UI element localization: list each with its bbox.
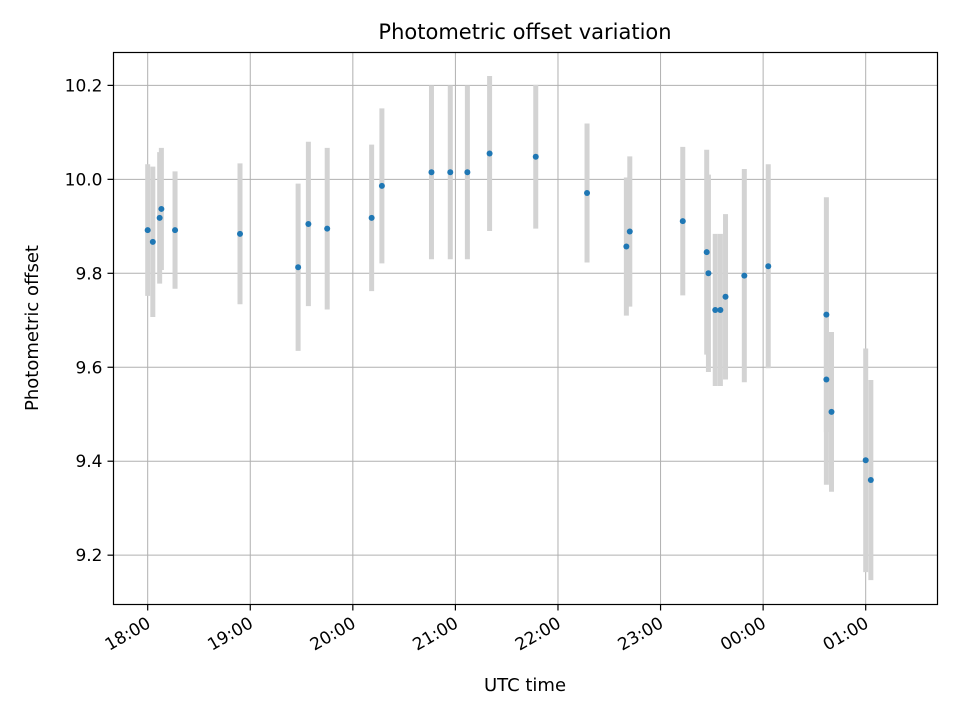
- data-point: [237, 230, 244, 237]
- y-tick-label: 9.4: [75, 452, 102, 472]
- data-point: [428, 169, 435, 176]
- data-point: [712, 306, 719, 313]
- y-tick-label: 10.0: [65, 170, 103, 190]
- data-point: [486, 150, 493, 157]
- x-axis-label: UTC time: [484, 675, 566, 696]
- x-tick-label: 22:00: [512, 614, 564, 656]
- data-point: [823, 376, 830, 383]
- x-tick-label: 01:00: [820, 614, 872, 656]
- data-point: [584, 189, 591, 196]
- data-point: [703, 249, 710, 256]
- plot-frame: [112, 51, 939, 606]
- x-tick-label: 21:00: [409, 614, 461, 656]
- data-points: [144, 150, 874, 484]
- data-point: [324, 225, 331, 232]
- data-point: [623, 243, 630, 250]
- data-point: [149, 238, 156, 245]
- data-point: [305, 220, 312, 227]
- data-point: [378, 182, 385, 189]
- y-tick-label: 9.6: [75, 358, 102, 378]
- chart-title: Photometric offset variation: [378, 20, 671, 44]
- data-point: [532, 153, 539, 160]
- y-axis-label: Photometric offset: [22, 245, 43, 411]
- data-point: [823, 311, 830, 318]
- x-tick-label: 19:00: [204, 614, 256, 656]
- data-point: [156, 214, 163, 221]
- error-bars: [145, 75, 874, 581]
- data-point: [626, 228, 633, 235]
- data-point: [828, 408, 835, 415]
- data-point: [722, 293, 729, 300]
- data-point: [158, 205, 165, 212]
- grid: [113, 52, 938, 605]
- data-point: [368, 214, 375, 221]
- data-point: [295, 264, 302, 271]
- data-point: [741, 272, 748, 279]
- data-point: [862, 457, 869, 464]
- x-tick-label: 23:00: [615, 614, 667, 656]
- data-point: [867, 477, 874, 484]
- x-tick-label: 20:00: [307, 614, 359, 656]
- data-point: [464, 169, 471, 176]
- y-tick-label: 10.2: [65, 76, 103, 96]
- y-tick-label: 9.8: [75, 264, 102, 284]
- data-point: [717, 306, 724, 313]
- y-tick-label: 9.2: [75, 546, 102, 566]
- y-axis-ticks: 9.2 9.4 9.6 9.8 10.0 10.2: [65, 76, 114, 566]
- data-point: [705, 270, 712, 277]
- data-point: [765, 263, 772, 270]
- data-point: [172, 227, 179, 234]
- data-point: [447, 169, 454, 176]
- data-point: [679, 218, 686, 225]
- x-tick-label: 00:00: [717, 614, 769, 656]
- x-tick-label: 18:00: [102, 614, 154, 656]
- x-axis-ticks: 18:00 19:00 20:00 21:00 22:00 23:00 00:00 01:00: [102, 604, 872, 656]
- data-point: [144, 227, 151, 234]
